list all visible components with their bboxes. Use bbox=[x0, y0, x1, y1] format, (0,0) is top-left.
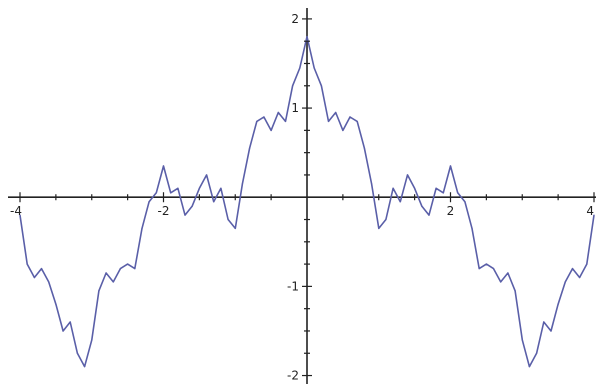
series-point bbox=[33, 276, 35, 279]
series-point bbox=[83, 366, 86, 368]
series-point bbox=[256, 120, 258, 123]
series-point bbox=[112, 281, 114, 283]
x-tick-label: -2 bbox=[158, 204, 170, 218]
series-point bbox=[55, 303, 57, 305]
x-tick-label: -4 bbox=[10, 204, 22, 218]
series-point bbox=[284, 120, 287, 123]
series-point bbox=[241, 183, 244, 185]
series-point bbox=[62, 330, 64, 332]
series-point bbox=[170, 192, 172, 194]
series-point bbox=[399, 201, 401, 203]
series-point bbox=[292, 85, 294, 87]
series-point bbox=[234, 227, 236, 230]
series-point bbox=[184, 214, 186, 216]
series-point bbox=[478, 267, 480, 270]
x-tick-label: 4 bbox=[586, 204, 594, 218]
series-point bbox=[571, 267, 574, 270]
series-point bbox=[593, 214, 595, 216]
series-point bbox=[356, 120, 358, 123]
series-point bbox=[507, 272, 509, 274]
series-point bbox=[500, 281, 502, 283]
series-point bbox=[306, 36, 308, 38]
series-point bbox=[521, 339, 523, 341]
series-point bbox=[26, 263, 28, 265]
y-tick-label: 1 bbox=[291, 101, 299, 115]
series-point bbox=[313, 67, 315, 69]
series-point bbox=[270, 129, 272, 131]
series-point bbox=[392, 187, 394, 189]
series-point bbox=[457, 192, 459, 194]
series-point bbox=[543, 321, 545, 323]
series-point bbox=[76, 352, 78, 354]
series-point bbox=[69, 321, 71, 323]
series-point bbox=[263, 116, 265, 118]
ticks-layer: -4 -2 2 4 2 1 -1 -2 bbox=[10, 12, 595, 383]
series-point bbox=[342, 129, 344, 131]
series-point bbox=[435, 187, 437, 189]
series-point bbox=[471, 227, 473, 230]
series-point bbox=[141, 227, 143, 230]
series-point bbox=[464, 201, 466, 203]
series-point bbox=[227, 218, 229, 221]
y-tick-label: -1 bbox=[287, 279, 299, 293]
series-point bbox=[536, 352, 538, 354]
series-point bbox=[514, 290, 516, 292]
y-tick-label: -2 bbox=[287, 369, 299, 383]
series-point bbox=[370, 183, 373, 185]
series-point bbox=[48, 281, 50, 283]
series-point bbox=[205, 174, 208, 176]
series-point bbox=[428, 214, 430, 216]
series-point bbox=[586, 263, 588, 265]
series-point bbox=[299, 67, 301, 69]
series-point bbox=[363, 147, 365, 149]
axes bbox=[8, 8, 596, 384]
series-point bbox=[492, 267, 495, 270]
series-point bbox=[191, 205, 193, 207]
series-layer bbox=[19, 35, 595, 368]
series-point bbox=[155, 192, 157, 194]
series-point bbox=[564, 281, 566, 283]
series-point bbox=[134, 267, 136, 270]
series-point bbox=[557, 303, 559, 305]
series-point bbox=[213, 201, 215, 203]
series-point bbox=[277, 111, 279, 114]
series-point bbox=[550, 330, 552, 332]
series-point bbox=[414, 187, 416, 189]
series-point bbox=[19, 214, 21, 216]
series-point bbox=[385, 218, 387, 221]
series-point bbox=[162, 165, 165, 167]
series-point bbox=[406, 174, 409, 176]
series-point bbox=[528, 366, 531, 368]
series-point bbox=[485, 263, 487, 265]
series-point bbox=[198, 187, 200, 189]
series-point bbox=[40, 267, 43, 270]
series-point bbox=[148, 201, 150, 203]
series-point bbox=[249, 147, 251, 149]
series-point bbox=[220, 187, 222, 189]
x-tick-label: 2 bbox=[447, 204, 455, 218]
series-point bbox=[177, 187, 179, 189]
y-tick-label: 2 bbox=[291, 12, 299, 26]
series-point bbox=[119, 267, 122, 270]
series-point bbox=[349, 116, 351, 118]
series-point bbox=[442, 192, 444, 194]
series-point bbox=[449, 165, 452, 167]
series-point bbox=[421, 205, 423, 207]
series-point bbox=[105, 272, 107, 274]
series-point bbox=[320, 85, 322, 87]
series-point bbox=[579, 276, 581, 279]
series-point bbox=[335, 111, 337, 114]
series-point bbox=[378, 227, 380, 230]
series-point bbox=[98, 290, 100, 292]
series-point bbox=[91, 339, 93, 341]
series-point bbox=[327, 120, 330, 123]
series-point bbox=[127, 263, 129, 265]
